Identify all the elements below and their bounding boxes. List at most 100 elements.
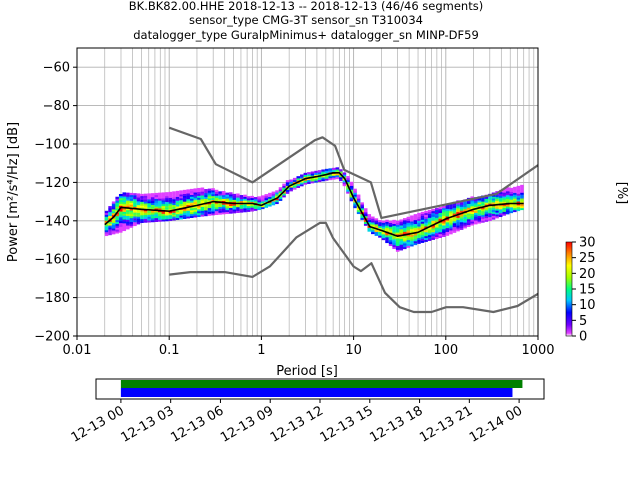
psd-bin: [126, 192, 130, 195]
psd-bin: [427, 231, 432, 234]
psd-bin: [406, 222, 411, 225]
psd-bin: [392, 221, 396, 224]
psd-bin: [118, 222, 123, 226]
psd-bin: [239, 210, 244, 213]
psd-bin: [410, 240, 414, 243]
psd-bin: [257, 198, 261, 201]
psd-bin: [442, 209, 446, 213]
psd-bin: [385, 227, 389, 230]
psd-bin: [363, 210, 368, 213]
psd-bin: [388, 236, 393, 239]
psd-bin: [193, 201, 198, 205]
psd-bin: [484, 219, 489, 222]
psd-bin: [197, 214, 201, 218]
psd-bin: [122, 226, 127, 230]
psd-bin: [456, 204, 460, 207]
psd-bin: [417, 218, 421, 221]
title-line-1: BK.BK82.00.HHE 2018-12-13 -- 2018-12-13 …: [129, 0, 483, 13]
psd-bin: [158, 200, 162, 203]
psd-bin: [115, 196, 119, 199]
psd-bin: [229, 198, 233, 201]
psd-bin: [193, 205, 198, 208]
psd-bin: [104, 220, 109, 223]
psd-bin: [108, 227, 112, 230]
psd-bin: [335, 167, 340, 170]
psd-bin: [225, 196, 230, 199]
psd-bin: [122, 192, 127, 195]
psd-bin: [371, 229, 375, 233]
psd-bin: [168, 214, 173, 218]
psd-bin: [331, 167, 336, 171]
psd-bin: [402, 218, 407, 221]
psd-bin: [424, 210, 428, 214]
psd-bin: [193, 213, 198, 216]
psd-bin: [140, 211, 144, 214]
psd-bin: [495, 195, 499, 198]
psd-bin: [236, 205, 240, 208]
psd-bin: [395, 230, 400, 233]
psd-bin: [296, 183, 301, 187]
psd-bin: [406, 218, 411, 221]
psd-bin: [207, 196, 212, 199]
psd-bin: [395, 234, 400, 237]
psd-bin: [118, 230, 123, 233]
psd-bin: [168, 203, 173, 206]
psd-bin: [154, 198, 159, 201]
psd-bin: [126, 215, 130, 218]
psd-bin: [392, 239, 396, 242]
psd-bin: [346, 189, 350, 192]
psd-bin: [481, 212, 485, 216]
psd-bin: [200, 195, 205, 198]
psd-bin: [172, 210, 176, 213]
psd-bin: [232, 201, 237, 204]
psd-bin: [438, 230, 443, 233]
psd-bin: [463, 207, 467, 210]
psd-bin: [438, 218, 443, 221]
psd-bin: [427, 215, 432, 218]
psd-bin: [271, 193, 276, 196]
psd-bin: [108, 221, 112, 224]
psd-bin: [417, 241, 421, 244]
psd-bin: [179, 213, 183, 216]
psd-bin: [402, 241, 407, 244]
psd-bin: [111, 209, 116, 212]
psd-bin: [175, 194, 180, 197]
psd-bin: [420, 223, 425, 226]
psd-bin: [513, 206, 517, 209]
psd-bin: [463, 216, 467, 219]
psd-bin: [136, 216, 141, 219]
psd-bin: [363, 221, 368, 224]
psd-bin: [470, 211, 475, 214]
psd-bin: [211, 203, 215, 206]
psd-bin: [143, 197, 148, 200]
psd-bin: [456, 217, 460, 220]
psd-bin: [122, 221, 127, 224]
psd-bin: [232, 195, 237, 198]
psd-bin: [161, 213, 166, 216]
psd-bin: [250, 203, 254, 206]
psd-bin: [122, 194, 127, 197]
psd-bin: [115, 198, 119, 201]
psd-bin: [488, 199, 492, 202]
psd-bin: [136, 220, 141, 223]
psd-bin: [115, 231, 119, 234]
psd-bin: [133, 200, 137, 204]
psd-bin: [402, 246, 407, 250]
psd-bin: [431, 210, 435, 214]
psd-bin: [392, 231, 396, 234]
psd-bin: [431, 214, 435, 217]
psd-bin: [236, 206, 240, 210]
psd-bin: [104, 214, 109, 217]
psd-bin: [111, 224, 116, 227]
psd-bin: [481, 201, 485, 204]
psd-bin: [218, 206, 222, 209]
psd-bin: [154, 204, 159, 207]
psd-bin: [502, 205, 506, 209]
psd-bin: [410, 221, 414, 224]
psd-bin: [339, 175, 343, 178]
psd-bin: [115, 217, 119, 221]
psd-bin: [466, 199, 471, 203]
psd-bin: [193, 192, 198, 195]
psd-bin: [321, 175, 325, 178]
colorbar-tick-label: 25: [579, 251, 596, 266]
